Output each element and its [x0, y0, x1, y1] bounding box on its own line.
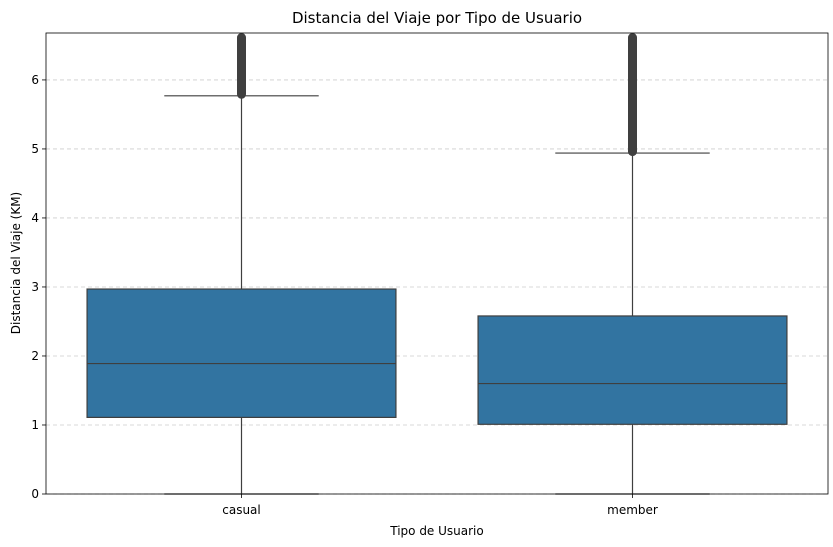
- grid-lines: [46, 79, 828, 495]
- y-axis-ticks: 0 1 2 3 4 5 6: [31, 73, 46, 501]
- box-group: [86, 33, 788, 495]
- y-tick-label: 3: [31, 280, 39, 294]
- x-tick-label: casual: [222, 503, 261, 517]
- y-tick-label: 2: [31, 349, 39, 363]
- y-tick-label: 6: [31, 73, 39, 87]
- iqr-box: [477, 315, 788, 425]
- y-axis-label: Distancia del Viaje (KM): [9, 192, 23, 335]
- y-tick-label: 0: [31, 487, 39, 501]
- box-casual: [86, 33, 397, 495]
- y-tick-label: 5: [31, 142, 39, 156]
- x-axis-label: Tipo de Usuario: [389, 524, 484, 538]
- outlier-points: [628, 33, 637, 157]
- x-tick-label: member: [607, 503, 658, 517]
- iqr-box: [86, 288, 397, 418]
- y-tick-label: 4: [31, 211, 39, 225]
- y-tick-label: 1: [31, 418, 39, 432]
- chart-title: Distancia del Viaje por Tipo de Usuario: [292, 9, 582, 27]
- x-axis-ticks: casual member: [222, 494, 658, 517]
- box-member: [477, 33, 788, 495]
- outlier-points: [237, 33, 246, 99]
- plot-frame: [45, 32, 829, 495]
